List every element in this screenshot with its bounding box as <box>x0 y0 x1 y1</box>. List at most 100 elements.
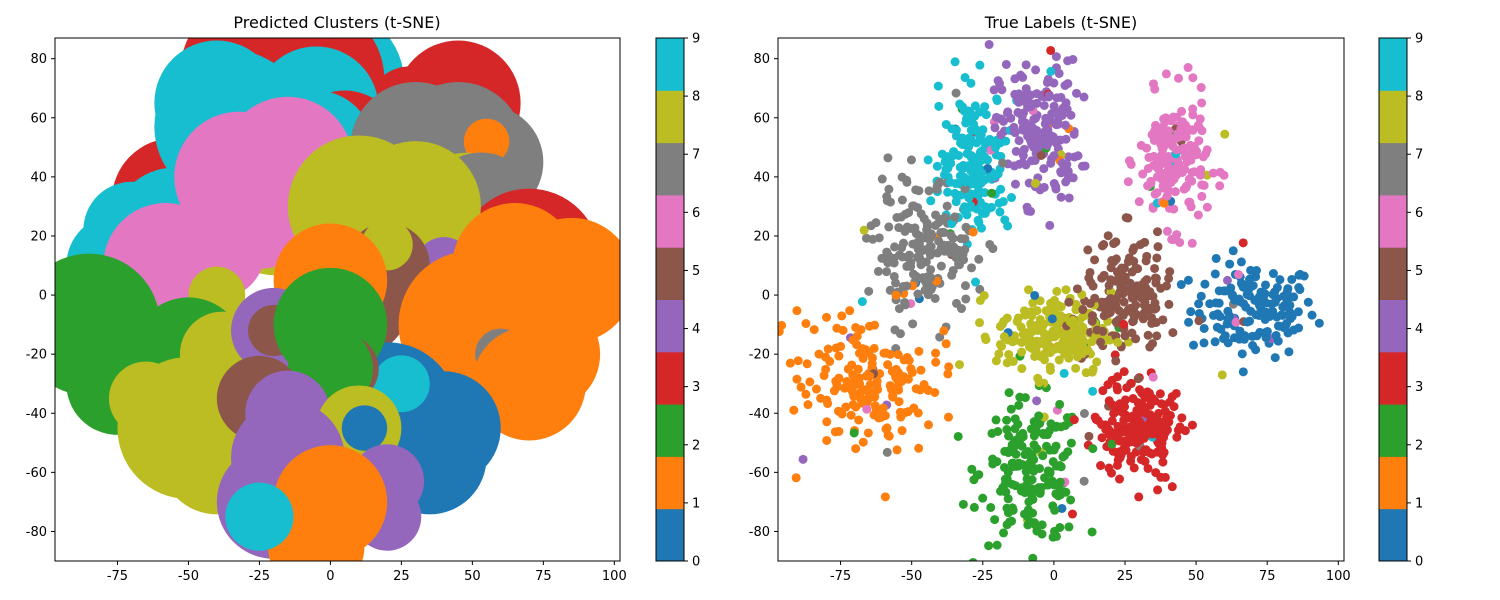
scatter-point <box>1148 372 1158 382</box>
scatter-point <box>1003 494 1013 504</box>
scatter-point <box>978 493 988 503</box>
scatter-point <box>1104 308 1114 318</box>
scatter-point <box>1191 150 1201 160</box>
scatter-point <box>1037 520 1047 530</box>
y-tick-label: 0 <box>39 289 47 304</box>
scatter-point <box>1239 299 1249 309</box>
scatter-point <box>1158 450 1168 460</box>
scatter-point <box>1226 283 1236 293</box>
scatter-point <box>1045 220 1055 230</box>
scatter-point <box>1176 280 1186 290</box>
scatter-point <box>1072 284 1082 294</box>
scatter-point <box>1137 404 1147 414</box>
scatter-point <box>993 426 1003 436</box>
colorbar-segment <box>656 351 684 405</box>
scatter-point <box>1035 488 1045 498</box>
scatter-point <box>900 226 910 236</box>
scatter-point <box>1045 467 1055 477</box>
scatter-point <box>1043 125 1053 135</box>
scatter-point <box>1010 414 1020 424</box>
scatter-point <box>1262 326 1272 336</box>
scatter-point <box>980 208 990 218</box>
scatter-point <box>999 528 1009 538</box>
scatter-point <box>749 429 758 438</box>
scatter-point <box>881 348 891 358</box>
scatter-point <box>1010 179 1020 189</box>
scatter-point <box>1251 266 1261 276</box>
scatter-point <box>1119 367 1129 377</box>
scatter-point <box>1285 307 1295 317</box>
scatter-point <box>1119 263 1129 273</box>
scatter-point <box>943 163 953 173</box>
scatter-point <box>967 263 977 273</box>
scatter-point <box>1063 447 1073 457</box>
scatter-point <box>1018 108 1028 118</box>
scatter-point <box>967 464 977 474</box>
x-tick-label: 0 <box>326 569 334 584</box>
scatter-point <box>950 57 960 67</box>
scatter-point <box>1238 238 1248 248</box>
scatter-point <box>840 383 850 393</box>
scatter-point <box>1112 318 1122 328</box>
scatter-point <box>1142 143 1152 153</box>
scatter-point <box>1186 155 1196 165</box>
colorbar-segment <box>1379 404 1407 457</box>
scatter-point <box>1048 532 1058 542</box>
scatter-point <box>931 357 941 367</box>
scatter-point <box>995 207 1005 217</box>
scatter-point <box>1119 319 1129 329</box>
scatter-point <box>951 88 961 98</box>
scatter-point <box>1268 290 1278 300</box>
colorbar-tick-label: 5 <box>692 264 700 279</box>
scatter-point <box>1314 318 1324 328</box>
x-tick-label: -75 <box>830 569 851 584</box>
scatter-point <box>932 161 942 171</box>
scatter-point <box>934 236 944 246</box>
scatter-point <box>863 428 873 438</box>
scatter-point <box>1120 427 1130 437</box>
colorbar-tick-label: 6 <box>1415 206 1423 221</box>
colorbar-frame <box>1378 37 1408 562</box>
scatter-point <box>822 395 832 405</box>
scatter-point <box>1078 322 1088 332</box>
y-tick-label: -60 <box>26 466 47 481</box>
y-tick-label: -80 <box>749 525 770 540</box>
scatter-point <box>999 316 1009 326</box>
scatter-point <box>1103 380 1113 390</box>
scatter-point <box>1197 191 1207 201</box>
scatter-point <box>1151 317 1161 327</box>
scatter-point <box>1162 191 1172 201</box>
scatter-point <box>987 188 997 198</box>
scatter-point <box>1193 120 1203 130</box>
scatter-point <box>1119 415 1129 425</box>
scatter-point <box>1220 129 1230 139</box>
cluster-disc <box>472 326 586 441</box>
scatter-point <box>989 172 999 182</box>
cluster-disc <box>265 384 311 431</box>
cluster-disc <box>463 118 510 165</box>
scatter-point <box>1149 151 1159 161</box>
scatter-point <box>895 407 905 417</box>
scatter-point <box>1151 273 1161 283</box>
scatter-point <box>1097 241 1107 251</box>
scatter-point <box>1113 337 1123 347</box>
y-tick-label: -40 <box>749 407 770 422</box>
scatter-point <box>1115 474 1124 484</box>
scatter-point <box>1127 427 1137 437</box>
scatter-point <box>877 174 887 184</box>
scatter-point <box>1071 363 1081 373</box>
colorbar-segment <box>1379 456 1407 510</box>
scatter-point <box>1187 167 1197 177</box>
scatter-point <box>873 266 883 276</box>
scatter-point <box>1026 137 1036 147</box>
scatter-point <box>1068 173 1078 183</box>
scatter-point <box>870 320 880 330</box>
scatter-point <box>1028 553 1038 561</box>
y-axis-predicted: -80 -60 -40 -20 0 20 40 60 80 <box>26 52 55 540</box>
scatter-point <box>796 382 806 392</box>
colorbar-segment <box>656 456 684 510</box>
scatter-point <box>983 136 993 146</box>
scatter-point <box>970 124 980 134</box>
scatter-point <box>1050 505 1060 515</box>
scatter-point <box>1070 328 1080 338</box>
